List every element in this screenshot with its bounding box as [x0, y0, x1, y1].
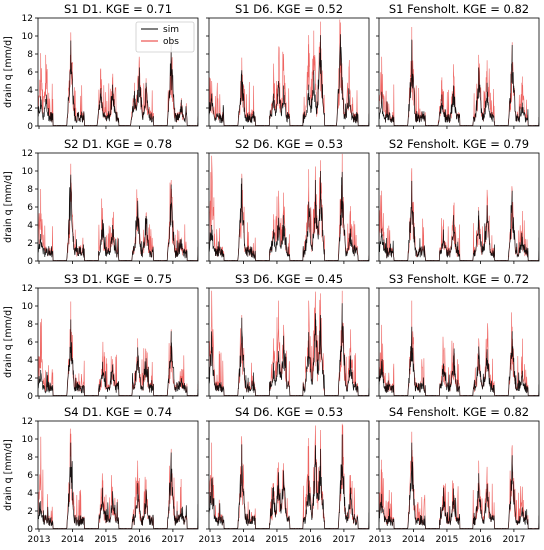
subplot-title: S2 D6. KGE = 0.53: [235, 137, 343, 151]
sim-line: [209, 34, 369, 126]
y-axis-label: drain q [mm/d]: [3, 439, 14, 511]
y-tick-label: 12: [22, 284, 33, 294]
x-tick-label: 2015: [435, 535, 458, 545]
x-tick-label: 2013: [369, 535, 392, 545]
subplot-title: S4 D1. KGE = 0.74: [64, 405, 172, 419]
subplot-3-1: S4 D6. KGE = 0.53 2013 2014 2015 2016 2017: [199, 405, 370, 545]
y-tick-label: 8: [27, 50, 33, 60]
y-tick-label: 2: [27, 374, 33, 384]
y-tick-label: 10: [22, 302, 34, 312]
series-group: [209, 19, 369, 126]
y-tick-label: 6: [27, 68, 33, 78]
y-tick-label: 0: [27, 122, 33, 132]
subplot-title: S2 D1. KGE = 0.78: [64, 137, 172, 151]
series-group: [379, 431, 539, 529]
subplot-title: S3 D6. KGE = 0.45: [235, 272, 343, 286]
y-tick-label: 12: [22, 14, 33, 24]
series-group: [209, 153, 369, 261]
subplot-1-2: S2 Fensholt. KGE = 0.79: [376, 137, 540, 264]
sim-line: [209, 303, 369, 396]
series-group: [38, 301, 198, 396]
y-tick-label: 4: [27, 86, 33, 96]
subplot-0-2: S1 Fensholt. KGE = 0.82: [376, 2, 540, 129]
sim-line: [38, 442, 198, 529]
x-tick-label: 2017: [161, 535, 184, 545]
y-tick-label: 2: [27, 507, 33, 517]
subplot-0-0: S1 D1. KGE = 0.71 0 2 4 6 8 10 12 drain q [mm/d]…: [3, 2, 199, 132]
x-tick-label: 2014: [61, 535, 84, 545]
sim-line: [379, 180, 539, 261]
y-tick-label: 8: [27, 320, 33, 330]
subplot-title: S3 D1. KGE = 0.75: [64, 272, 172, 286]
y-tick-label: 8: [27, 185, 33, 195]
y-tick-label: 4: [27, 221, 33, 231]
subplot-title: S1 D1. KGE = 0.71: [64, 2, 172, 16]
y-tick-label: 10: [22, 435, 34, 445]
y-tick-label: 6: [27, 203, 33, 213]
x-tick-label: 2016: [128, 535, 151, 545]
series-group: [38, 163, 198, 261]
y-tick-label: 10: [22, 167, 34, 177]
series-group: [379, 26, 539, 126]
y-tick-label: 2: [27, 104, 33, 114]
x-tick-label: 2014: [232, 535, 255, 545]
y-tick-label: 2: [27, 239, 33, 249]
legend-label-sim: sim: [163, 25, 179, 35]
series-group: [209, 290, 369, 396]
y-axis-label: drain q [mm/d]: [3, 171, 14, 243]
y-tick-label: 8: [27, 453, 33, 463]
y-axis-label: drain q [mm/d]: [3, 36, 14, 108]
series-group: [209, 423, 369, 529]
y-tick-label: 12: [22, 417, 33, 427]
subplot-2-0: S3 D1. KGE = 0.75 0 2 4 6 8 10 12 drain q [mm/d]: [3, 272, 199, 402]
x-tick-label: 2013: [199, 535, 222, 545]
subplot-2-2: S3 Fensholt. KGE = 0.72: [376, 272, 540, 399]
y-tick-label: 0: [27, 392, 33, 402]
series-group: [38, 428, 198, 529]
y-tick-label: 0: [27, 257, 33, 267]
subplot-1-1: S2 D6. KGE = 0.53: [206, 137, 370, 264]
subplot-title: S1 Fensholt. KGE = 0.82: [389, 2, 529, 16]
y-tick-label: 12: [22, 149, 33, 159]
subplot-title: S4 Fensholt. KGE = 0.82: [389, 405, 529, 419]
y-tick-label: 6: [27, 338, 33, 348]
x-tick-label: 2017: [502, 535, 525, 545]
sim-line: [379, 326, 539, 396]
subplot-title: S1 D6. KGE = 0.52: [235, 2, 343, 16]
subplot-title: S2 Fensholt. KGE = 0.79: [389, 137, 529, 151]
legend-label-obs: obs: [163, 37, 179, 47]
y-axis-label: drain q [mm/d]: [3, 306, 14, 378]
series-group: [379, 168, 539, 261]
subplot-3-2: S4 Fensholt. KGE = 0.82 2013 2014 2015 2016 2…: [369, 405, 540, 545]
subplot-2-1: S3 D6. KGE = 0.45: [206, 272, 370, 399]
x-tick-label: 2016: [469, 535, 492, 545]
subplot-title: S4 D6. KGE = 0.53: [235, 405, 343, 419]
x-tick-label: 2013: [28, 535, 51, 545]
subplot-1-0: S2 D1. KGE = 0.78 0 2 4 6 8 10 12 drain q [mm/d]: [3, 137, 199, 267]
subplot-3-0: S4 D1. KGE = 0.74 0 2 4 6 8 10 12 drain q [mm/d]…: [3, 405, 199, 545]
sim-line: [38, 174, 198, 261]
sim-line: [209, 434, 369, 529]
x-tick-label: 2017: [332, 535, 355, 545]
y-tick-label: 6: [27, 471, 33, 481]
y-tick-label: 4: [27, 489, 33, 499]
sim-line: [38, 319, 198, 396]
legend: sim obs: [135, 21, 195, 53]
y-tick-label: 10: [22, 32, 34, 42]
x-tick-label: 2015: [265, 535, 288, 545]
y-tick-label: 4: [27, 356, 33, 366]
x-tick-label: 2014: [402, 535, 425, 545]
subplot-title: S3 Fensholt. KGE = 0.72: [389, 272, 529, 286]
x-tick-label: 2016: [299, 535, 322, 545]
obs-line: [209, 19, 369, 126]
series-group: [379, 300, 539, 396]
x-tick-label: 2015: [94, 535, 117, 545]
y-tick-label: 0: [27, 525, 33, 535]
subplot-0-1: S1 D6. KGE = 0.52: [206, 2, 370, 129]
